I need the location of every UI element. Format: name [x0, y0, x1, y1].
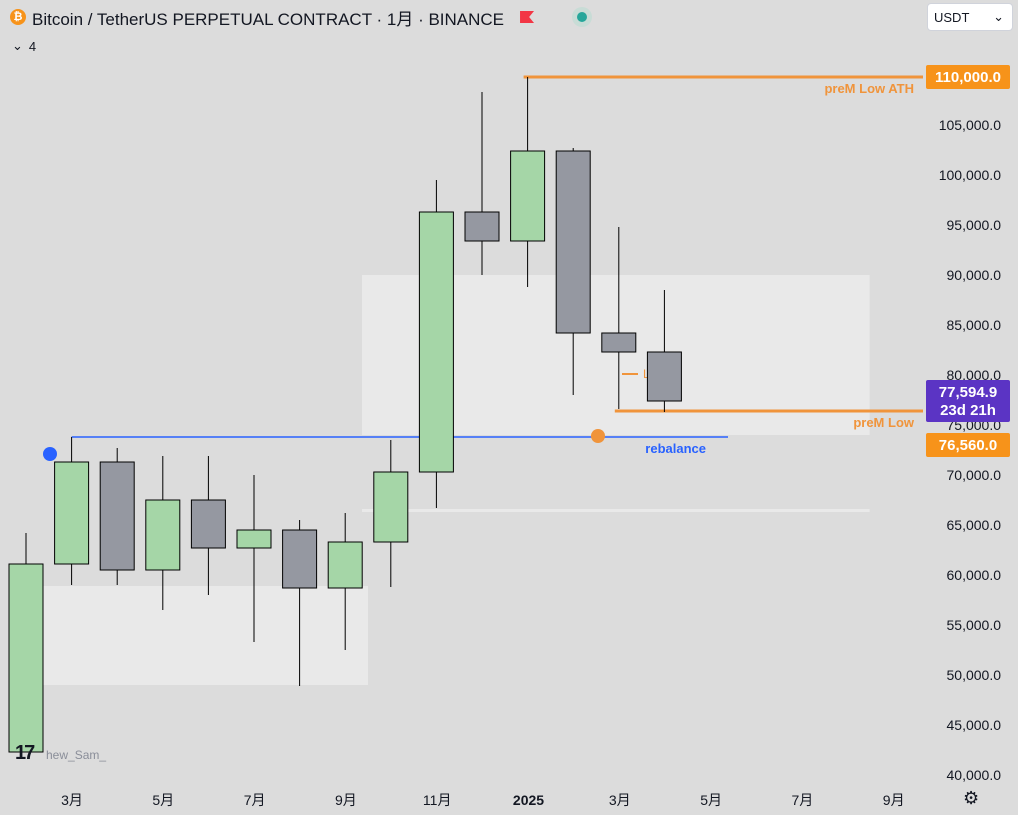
chevron-down-icon: ⌄	[993, 9, 1004, 24]
candle[interactable]	[99, 448, 135, 585]
candle[interactable]	[373, 440, 409, 587]
currency-select[interactable]: USDT ⌄	[927, 3, 1013, 31]
indicator-count: 4	[28, 38, 37, 54]
y-tick-label: 60,000.0	[947, 567, 1002, 583]
candle-body	[8, 563, 44, 753]
candle-body	[282, 529, 318, 589]
price-label-bg	[926, 65, 1010, 89]
candle-body	[601, 332, 637, 353]
x-tick-label: 5月	[700, 792, 722, 808]
y-tick-label: 40,000.0	[947, 767, 1002, 783]
candle-body	[145, 499, 181, 571]
candle[interactable]	[464, 92, 500, 275]
price-label: 110,000.0	[926, 65, 1010, 89]
y-tick-label: 105,000.0	[939, 117, 1001, 133]
levels-layer: preM Low ATH preM Low rebalance L	[43, 75, 923, 461]
zones-layer	[42, 275, 870, 685]
y-tick-label: 65,000.0	[947, 517, 1002, 533]
candle[interactable]	[145, 456, 181, 610]
x-tick-label: 2025	[513, 792, 544, 808]
x-tick-label: 7月	[792, 792, 814, 808]
candle[interactable]	[236, 475, 272, 642]
candle-body	[646, 351, 682, 402]
level-label: rebalance	[645, 441, 706, 456]
y-tick-label: 85,000.0	[947, 317, 1002, 333]
price-label-text: 110,000.0	[935, 69, 1001, 86]
y-tick-label: 55,000.0	[947, 617, 1002, 633]
candle-body	[236, 529, 272, 549]
y-tick-label: 45,000.0	[947, 717, 1002, 733]
candle-body	[190, 499, 226, 549]
candle[interactable]	[601, 227, 637, 409]
price-label-bg	[926, 433, 1010, 457]
y-tick-label: 90,000.0	[947, 267, 1002, 283]
y-tick-label: 50,000.0	[947, 667, 1002, 683]
x-tick-label: 9月	[883, 792, 905, 808]
alarm-clock-icon[interactable]	[43, 447, 57, 461]
candle[interactable]	[510, 77, 546, 287]
candle-body	[54, 461, 90, 565]
candle[interactable]	[646, 290, 682, 412]
currency-value: USDT	[934, 9, 970, 25]
y-tick-label: 100,000.0	[939, 167, 1001, 183]
x-tick-label: 3月	[61, 792, 83, 808]
x-tick-label: 11月	[423, 792, 452, 808]
zone-box	[362, 509, 870, 512]
candle-body	[99, 461, 135, 571]
y-tick-label: 95,000.0	[947, 217, 1002, 233]
flag-icon[interactable]	[520, 11, 535, 23]
candle-body	[418, 211, 454, 473]
zone-box	[42, 586, 369, 685]
candle[interactable]	[327, 513, 363, 650]
small-level-marker: L	[643, 367, 650, 381]
candle[interactable]	[54, 437, 90, 585]
live-status-icon	[572, 7, 593, 27]
level-label: preM Low	[853, 415, 915, 430]
candle[interactable]	[8, 533, 44, 753]
y-tick-label: 80,000.0	[947, 367, 1002, 383]
price-label: 76,560.0	[926, 433, 1010, 457]
symbol-title[interactable]: Bitcoin / TetherUS PERPETUAL CONTRACT · …	[32, 9, 505, 29]
time-axis[interactable]: 3月 5月 7月 9月 11月 2025 3月 5月 7月 9月	[61, 792, 904, 808]
countdown-text: 23d 21h	[940, 402, 996, 419]
x-tick-label: 3月	[609, 792, 631, 808]
y-tick-label: 70,000.0	[947, 467, 1002, 483]
candle-body	[373, 471, 409, 543]
bitcoin-icon: ₿	[10, 9, 26, 25]
candle[interactable]	[282, 520, 318, 686]
x-tick-label: 5月	[152, 792, 174, 808]
candle[interactable]	[190, 456, 226, 595]
indicator-collapse[interactable]: ⌄ 4	[12, 38, 36, 54]
gear-icon[interactable]: ⚙	[963, 788, 980, 808]
x-tick-label: 7月	[244, 792, 266, 808]
candle-body	[464, 211, 500, 242]
price-label-text: 77,594.9	[939, 384, 997, 401]
price-label-text: 76,560.0	[939, 437, 997, 454]
tradingview-logo[interactable]: 17	[15, 742, 35, 764]
x-tick-label: 9月	[335, 792, 357, 808]
price-label-bg	[926, 380, 1010, 422]
candle[interactable]	[418, 180, 454, 508]
author-watermark: hew_Sam_	[46, 748, 107, 762]
candle[interactable]	[555, 148, 591, 395]
candle-body	[510, 150, 546, 242]
candles-layer[interactable]	[8, 77, 682, 753]
chart-header[interactable]: ₿ Bitcoin / TetherUS PERPETUAL CONTRACT …	[10, 6, 593, 29]
candle-body	[327, 541, 363, 589]
candle-body	[555, 150, 591, 334]
alarm-clock-icon[interactable]	[591, 429, 605, 443]
level-label: preM Low ATH	[824, 81, 914, 96]
chevron-down-icon: ⌄	[12, 38, 23, 53]
